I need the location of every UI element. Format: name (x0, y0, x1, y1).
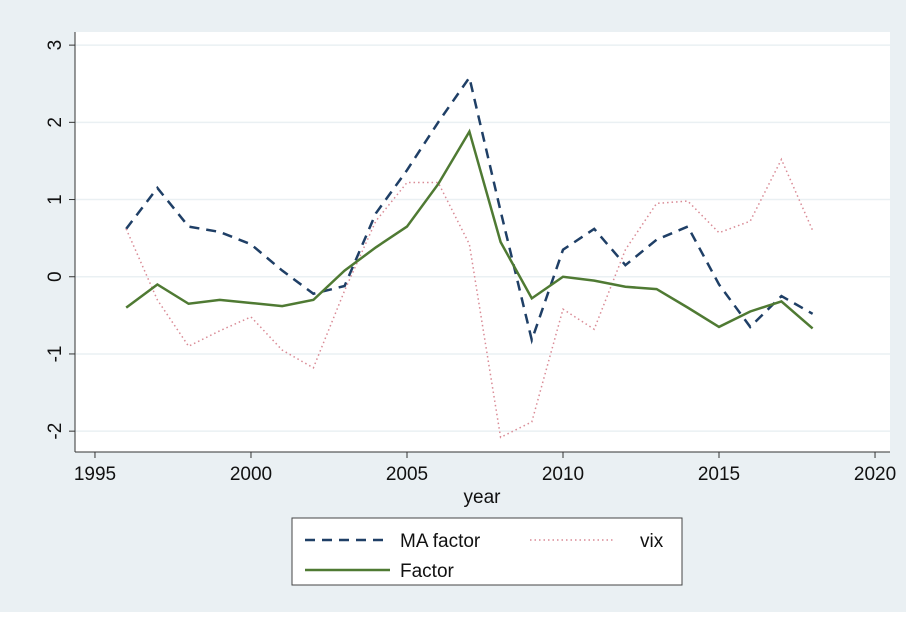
legend-label: MA factor (400, 531, 481, 552)
x-tick-label: 2000 (230, 464, 272, 485)
legend-label: Factor (400, 561, 455, 582)
y-tick-label: 1 (45, 194, 66, 205)
x-axis-label: year (464, 487, 502, 508)
plot-area (75, 32, 890, 452)
legend-label: vix (640, 531, 664, 552)
series-line (125, 74, 814, 345)
y-tick-label: -2 (45, 423, 66, 440)
y-tick-label: 2 (45, 117, 66, 128)
x-tick-label: 1995 (74, 464, 116, 485)
x-tick-label: 2015 (698, 464, 740, 485)
y-tick-label: 3 (45, 40, 66, 51)
x-tick-label: 2005 (386, 464, 428, 485)
series-line (125, 128, 814, 330)
y-tick-label: 0 (45, 271, 66, 282)
x-tick-label: 2020 (854, 464, 896, 485)
y-tick-label: -1 (45, 345, 66, 362)
legend (291, 517, 683, 586)
x-tick-label: 2010 (542, 464, 584, 485)
